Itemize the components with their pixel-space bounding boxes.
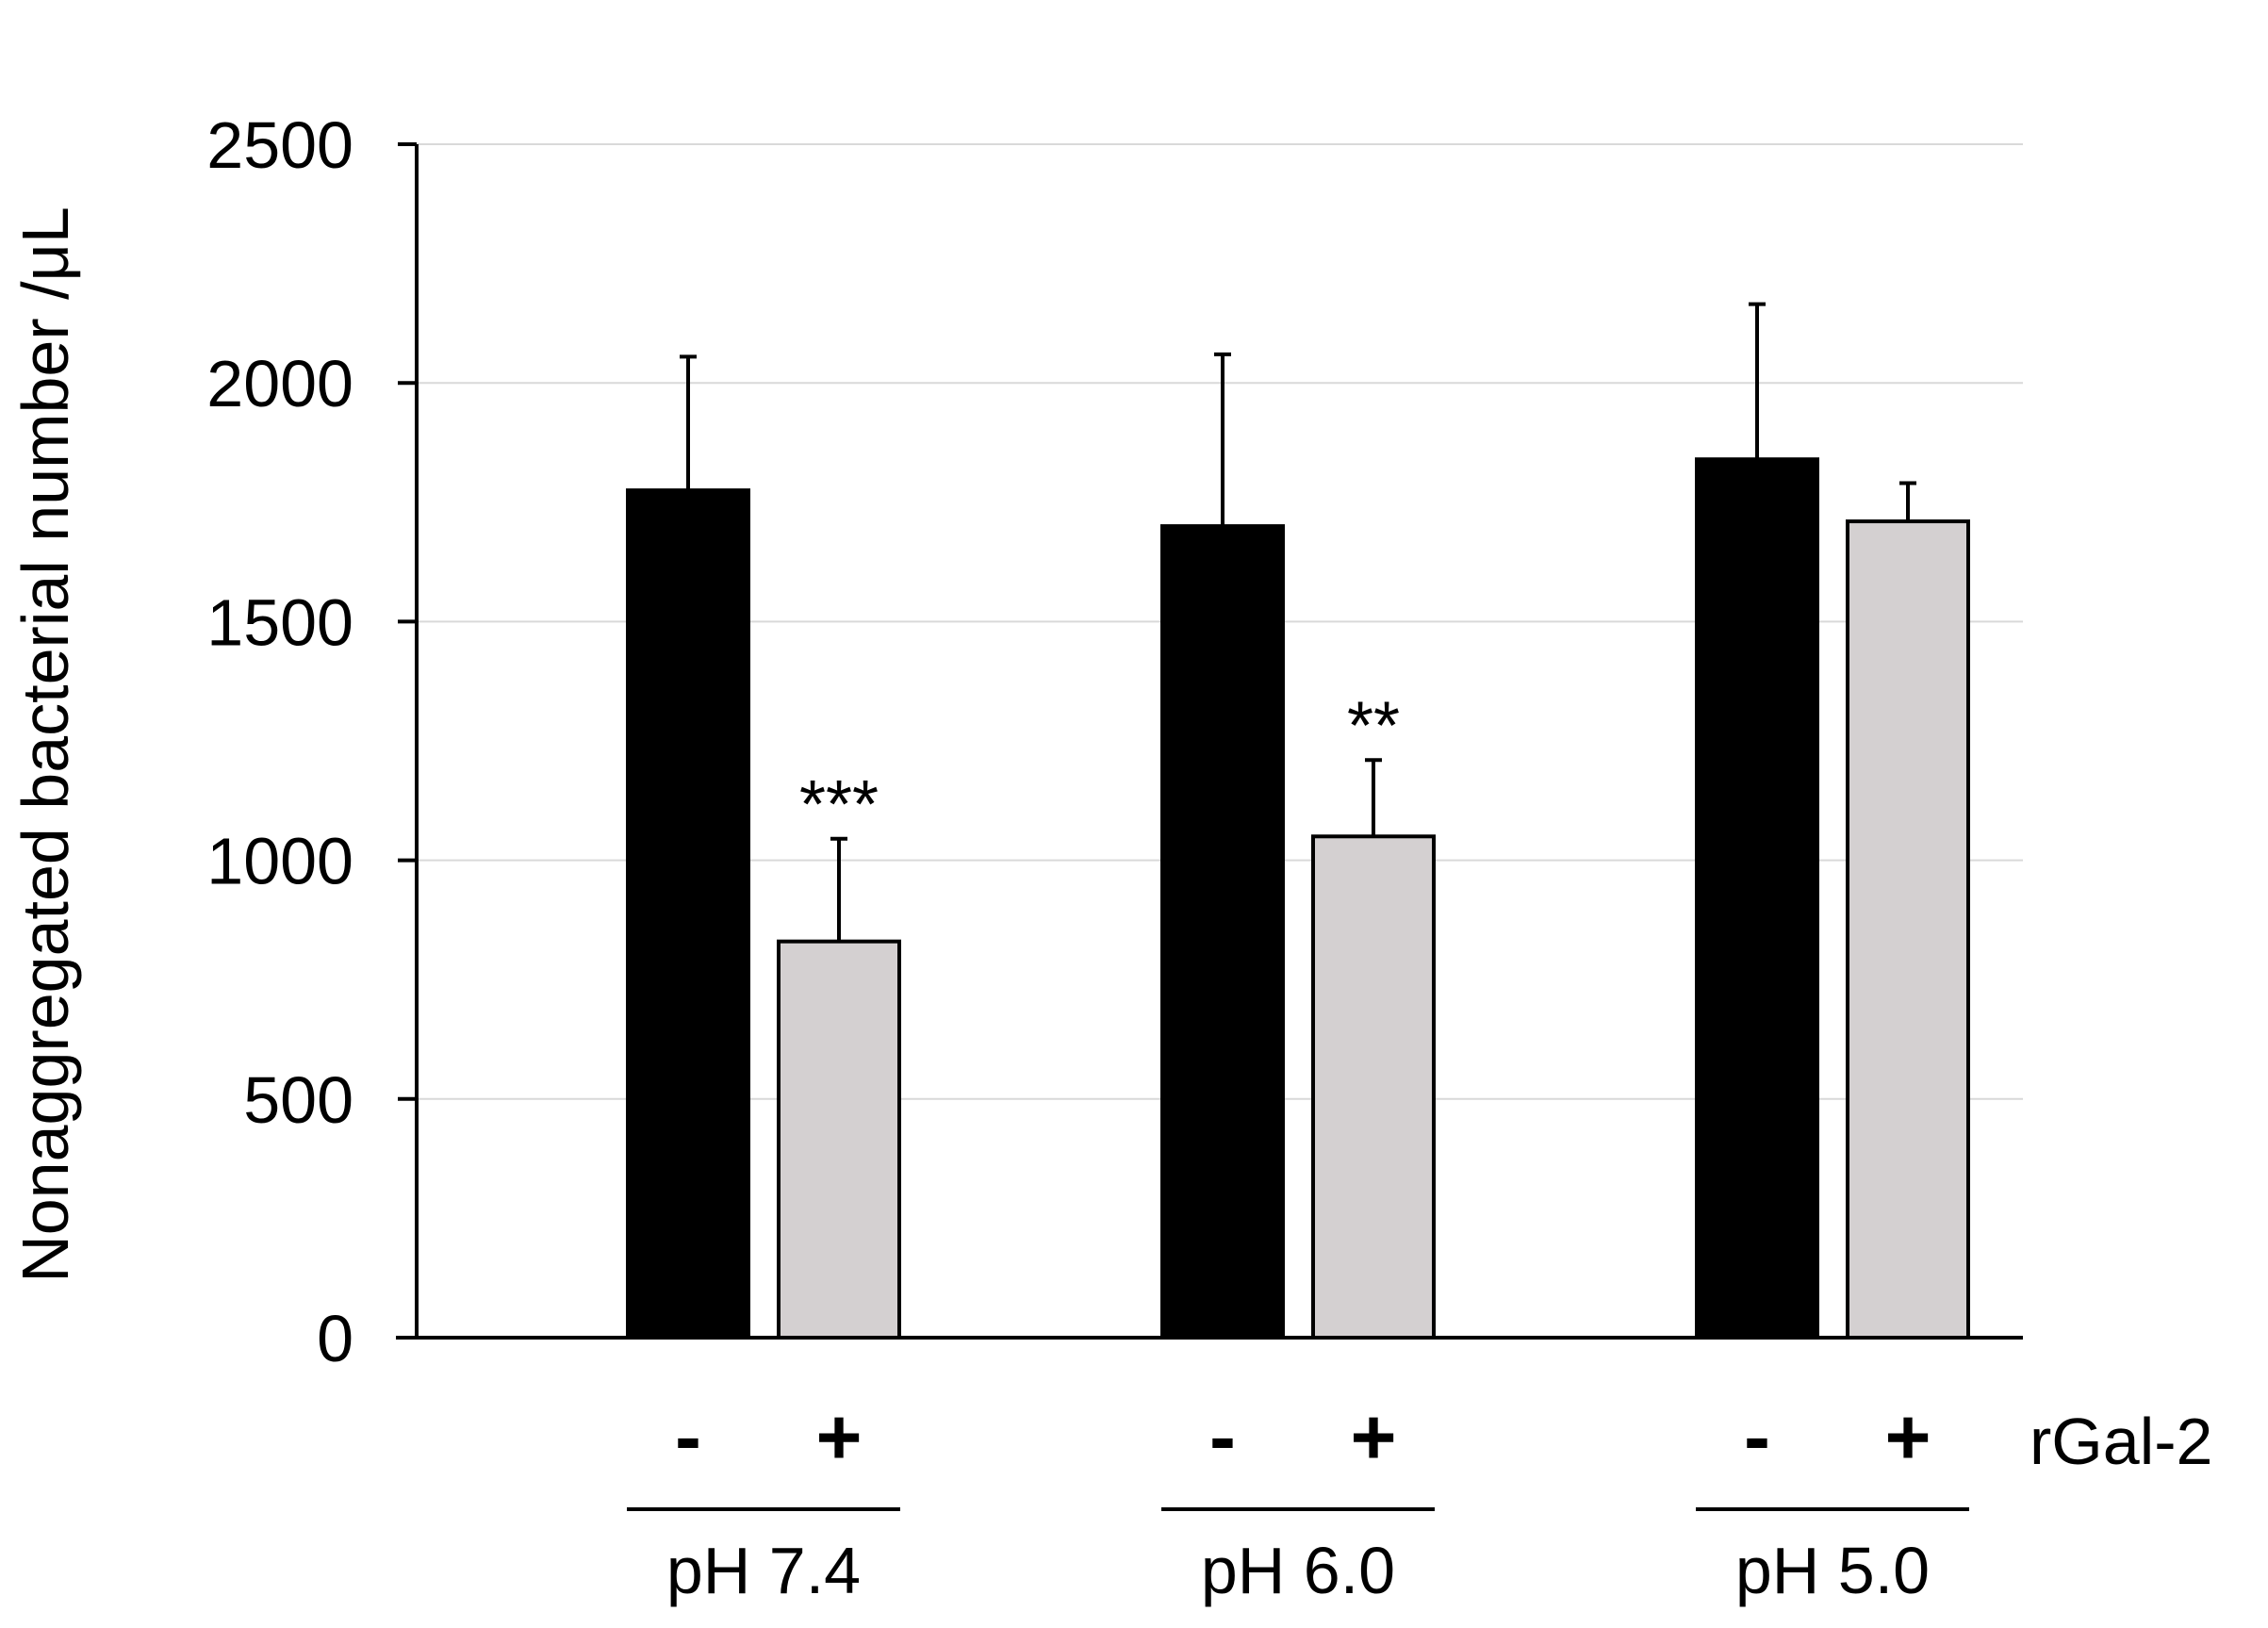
y-tick-labels: 0 500 1000 1500 2000 2500 [206, 108, 353, 1375]
treatment-label: rGal-2 [2030, 1405, 2212, 1478]
group-label: pH 7.4 [666, 1534, 861, 1607]
treatment-sign: + [1350, 1392, 1396, 1481]
y-tick-label: 2500 [206, 108, 353, 182]
significance-label: *** [799, 767, 879, 843]
category-labels: - + pH 7.4 - + pH 6.0 - + pH 5.0 [627, 1392, 1969, 1607]
significance-label: ** [1347, 688, 1400, 764]
bars: ***** [626, 302, 1970, 1340]
y-tick-label: 0 [317, 1302, 353, 1375]
y-tick-label: 1500 [206, 585, 353, 659]
y-tick-label: 500 [243, 1063, 353, 1137]
treatment-sign: - [1744, 1392, 1770, 1481]
y-tick-label: 1000 [206, 825, 353, 898]
treatment-sign: - [1209, 1392, 1236, 1481]
y-tick-label: 2000 [206, 347, 353, 420]
treatment-sign: + [1884, 1392, 1931, 1481]
bar-rgal2 [777, 939, 901, 1340]
treatment-sign: - [675, 1392, 701, 1481]
bar-control [626, 488, 750, 1340]
y-axis-label: Nonaggregated bacterial number /μL [8, 206, 82, 1283]
bar-control [1160, 524, 1285, 1340]
group-label: pH 6.0 [1201, 1534, 1395, 1607]
group-label: pH 5.0 [1735, 1534, 1930, 1607]
bar-rgal2 [1311, 834, 1436, 1340]
bar-control [1695, 457, 1819, 1340]
bar-rgal2 [1846, 519, 1970, 1340]
treatment-sign: + [815, 1392, 862, 1481]
